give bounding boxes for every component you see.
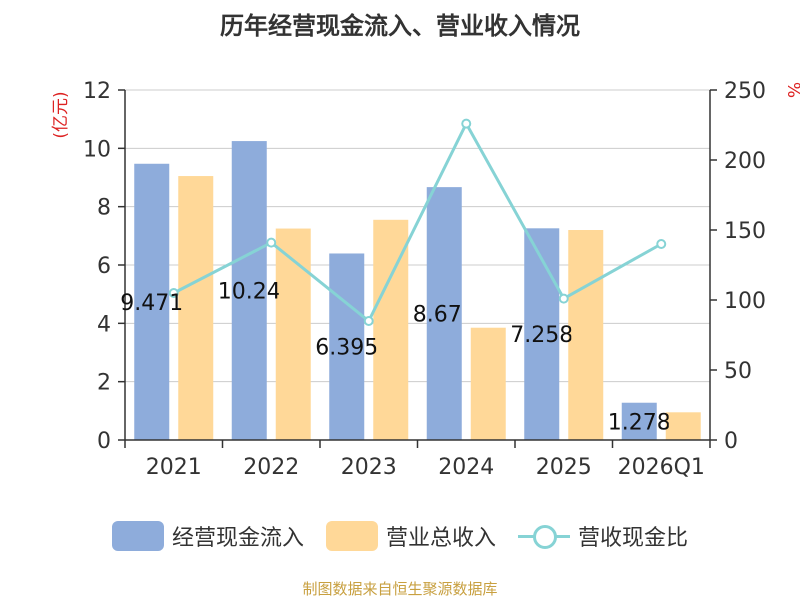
bar-layer [134, 141, 701, 440]
data-label-cash-inflow: 1.278 [608, 410, 671, 435]
line-point-cash-ratio [656, 239, 667, 249]
bar-revenue [568, 230, 604, 440]
bar-revenue [275, 228, 311, 440]
bar-cash-inflow [329, 253, 365, 440]
legend-item-cash-ratio[interactable]: 营收现金比 [518, 520, 688, 552]
line-cash-ratio [173, 120, 662, 324]
legend-label-revenue: 营业总收入 [385, 526, 496, 551]
data-label-cash-inflow: 10.249 [218, 280, 295, 305]
line-point-cash-ratio [363, 316, 374, 326]
left-axis-tick-label: 10 [83, 137, 111, 162]
label-layer: 9.471 10.249 6.395 8.67 7.258 1.278 [120, 280, 671, 436]
legend-swatch-cash-inflow [111, 521, 164, 551]
data-label-cash-inflow: 8.67 [413, 303, 462, 328]
legend-swatch-revenue [325, 521, 378, 551]
bar-revenue [665, 412, 701, 440]
bar-cash-inflow [621, 402, 657, 440]
legend-label-cash-ratio: 营收现金比 [578, 526, 689, 551]
x-axis-tick-label: 2024 [438, 455, 494, 480]
line-point-cash-ratio [266, 237, 277, 248]
legend-swatch-cash-ratio [518, 521, 570, 551]
bar-revenue [470, 327, 506, 440]
x-axis-tick-label: 2021 [146, 455, 202, 480]
right-axis-tick-label: 200 [724, 149, 766, 174]
left-axis-tick-label: 4 [97, 312, 111, 337]
line-point-cash-ratio [168, 288, 179, 298]
axis-layer: 0 2 4 6 8 10 12 0 50 100 150 200 250 (亿元)% 2021 2022 202… [51, 79, 800, 480]
right-axis-tick-label: 0 [724, 429, 738, 454]
right-axis-tick-label: 250 [724, 79, 766, 104]
line-layer [168, 118, 667, 326]
right-axis-tick-label: 150 [724, 219, 766, 244]
data-label-cash-inflow: 7.258 [510, 323, 573, 348]
x-axis-tick-label: 2022 [243, 455, 299, 480]
bar-revenue [373, 219, 409, 440]
bar-revenue [178, 176, 214, 440]
x-axis-tick-label: 2025 [536, 455, 592, 480]
legend: 经营现金流入 营业总收入 营收现金比 [0, 516, 800, 556]
x-axis-tick-label: 2026Q1 [618, 455, 705, 480]
grid-layer [125, 89, 710, 383]
right-axis-title: % [783, 82, 800, 98]
bar-cash-inflow [134, 163, 170, 440]
line-point-cash-ratio [558, 293, 569, 304]
x-axis-tick-label: 2023 [341, 455, 397, 480]
data-label-cash-inflow: 9.471 [120, 291, 183, 316]
source-note: 制图数据来自恒生聚源数据库 [302, 580, 498, 598]
line-point-cash-ratio [461, 118, 472, 129]
bar-cash-inflow [426, 187, 462, 440]
left-axis-tick-label: 2 [97, 371, 111, 396]
legend-item-cash-inflow[interactable]: 经营现金流入 [111, 520, 304, 552]
data-label-cash-inflow: 6.395 [315, 336, 378, 361]
left-axis-tick-label: 12 [83, 79, 111, 104]
left-axis-tick-label: 8 [97, 196, 111, 221]
left-axis-tick-label: 0 [97, 429, 111, 454]
legend-label-cash-inflow: 经营现金流入 [171, 526, 304, 551]
right-axis-tick-label: 50 [724, 359, 752, 384]
bar-cash-inflow [524, 228, 560, 440]
right-axis-tick-label: 100 [724, 289, 766, 314]
bar-cash-inflow [231, 141, 267, 440]
legend-item-revenue[interactable]: 营业总收入 [325, 520, 496, 552]
chart-title: 历年经营现金流入、营业收入情况 [220, 12, 580, 40]
left-axis-tick-label: 6 [97, 254, 111, 279]
left-axis-title: (亿元) [51, 91, 71, 138]
